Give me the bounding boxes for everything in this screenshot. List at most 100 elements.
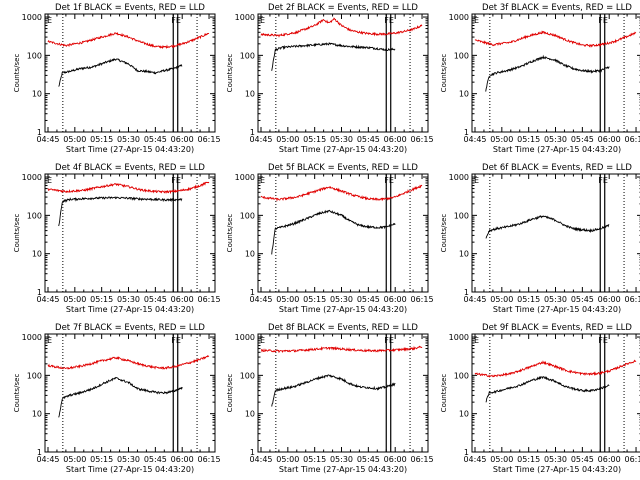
marker-label-e: E bbox=[474, 336, 479, 345]
x-tick-label: 06:15 bbox=[411, 295, 434, 304]
x-tick-label: 06:15 bbox=[625, 455, 640, 464]
y-tick-label: 1 bbox=[37, 288, 42, 297]
lld-series-line bbox=[47, 31, 210, 50]
marker-label-fe: FE bbox=[171, 176, 181, 185]
y-tick-label: 1 bbox=[250, 288, 255, 297]
y-tick-label: 10 bbox=[459, 90, 469, 99]
x-tick-label: 05:30 bbox=[117, 295, 140, 304]
x-tick-label: 05:15 bbox=[517, 295, 540, 304]
marker-label-e: E bbox=[47, 176, 52, 185]
events-series-line bbox=[58, 376, 183, 418]
y-tick-label: 10 bbox=[459, 410, 469, 419]
x-tick-label: 05:30 bbox=[330, 135, 353, 144]
y-tick-label: 1 bbox=[464, 128, 469, 137]
x-tick-label: 05:00 bbox=[490, 135, 513, 144]
events-series-line bbox=[271, 374, 396, 407]
x-tick-label: 05:45 bbox=[144, 455, 167, 464]
x-tick-label: 06:00 bbox=[384, 295, 407, 304]
lld-series-line bbox=[261, 345, 423, 354]
x-tick-label: 05:15 bbox=[303, 295, 326, 304]
x-tick-label: 06:00 bbox=[384, 135, 407, 144]
marker-label-e: E bbox=[47, 16, 52, 25]
events-series-line bbox=[58, 196, 183, 227]
x-tick-label: 06:00 bbox=[384, 455, 407, 464]
panel-det-2: Det 2f BLACK = Events, RED = LLD 1 10 100 10… bbox=[226, 3, 434, 154]
x-axis-label: Start Time (27-Apr-15 04:43:20) bbox=[493, 305, 621, 314]
y-axis-label: Counts/sec bbox=[226, 374, 234, 413]
y-tick-label: 10 bbox=[32, 410, 42, 419]
y-tick-label: 1 bbox=[464, 448, 469, 457]
y-axis-label: Counts/sec bbox=[226, 214, 234, 253]
panel-det-1: Det 1f BLACK = Events, RED = LLD 1 10 100 10… bbox=[13, 3, 221, 154]
x-tick-label: 05:30 bbox=[330, 295, 353, 304]
x-tick-label: 05:30 bbox=[117, 455, 140, 464]
marker-label-e: E bbox=[260, 16, 265, 25]
x-tick-label: 06:15 bbox=[198, 135, 221, 144]
x-tick-label: 06:00 bbox=[171, 455, 194, 464]
y-tick-label: 1000 bbox=[235, 333, 255, 342]
x-tick-label: 05:45 bbox=[571, 295, 594, 304]
y-tick-label: 100 bbox=[27, 211, 42, 220]
x-tick-label: 05:00 bbox=[63, 135, 86, 144]
x-axis-label: Start Time (27-Apr-15 04:43:20) bbox=[66, 465, 194, 474]
y-tick-label: 1 bbox=[250, 448, 255, 457]
y-tick-label: 100 bbox=[240, 51, 255, 60]
y-axis-label: Counts/sec bbox=[13, 54, 21, 93]
plot-frame bbox=[257, 173, 429, 293]
marker-label-fe: FE bbox=[598, 176, 608, 185]
marker-label-e: E bbox=[260, 176, 265, 185]
y-tick-label: 100 bbox=[454, 371, 469, 380]
x-tick-label: 05:45 bbox=[144, 135, 167, 144]
events-series-line bbox=[485, 215, 610, 239]
plot-frame bbox=[44, 333, 216, 453]
y-tick-label: 1000 bbox=[449, 333, 469, 342]
x-tick-label: 06:15 bbox=[198, 455, 221, 464]
x-tick-label: 06:15 bbox=[411, 135, 434, 144]
x-tick-label: 06:00 bbox=[598, 455, 621, 464]
x-tick-label: 05:15 bbox=[303, 455, 326, 464]
x-tick-label: 05:45 bbox=[357, 455, 380, 464]
x-tick-label: 05:15 bbox=[517, 455, 540, 464]
x-tick-label: 06:00 bbox=[598, 135, 621, 144]
y-tick-label: 100 bbox=[240, 211, 255, 220]
panel-det-7: Det 7f BLACK = Events, RED = LLD 1 10 100 10… bbox=[13, 323, 221, 474]
plot-frame bbox=[257, 333, 429, 453]
x-tick-label: 04:45 bbox=[463, 135, 486, 144]
marker-label-fe: FE bbox=[384, 336, 394, 345]
y-tick-label: 1000 bbox=[449, 173, 469, 182]
x-tick-label: 05:00 bbox=[276, 135, 299, 144]
x-tick-label: 04:45 bbox=[463, 455, 486, 464]
x-tick-label: 06:00 bbox=[171, 295, 194, 304]
panel-det-9: Det 9f BLACK = Events, RED = LLD 1 10 100 10… bbox=[440, 323, 640, 474]
x-tick-label: 04:45 bbox=[36, 455, 59, 464]
events-series-line bbox=[485, 54, 610, 92]
y-tick-label: 100 bbox=[27, 371, 42, 380]
plot-frame bbox=[471, 173, 640, 293]
y-tick-label: 1000 bbox=[235, 173, 255, 182]
x-tick-label: 05:30 bbox=[544, 135, 567, 144]
y-tick-label: 1 bbox=[464, 288, 469, 297]
x-tick-label: 05:00 bbox=[276, 295, 299, 304]
x-tick-label: 05:15 bbox=[303, 135, 326, 144]
x-tick-label: 06:15 bbox=[625, 295, 640, 304]
plot-frame bbox=[471, 13, 640, 133]
lld-series-line bbox=[474, 359, 637, 378]
x-axis-label: Start Time (27-Apr-15 04:43:20) bbox=[66, 145, 194, 154]
marker-label-fe: FE bbox=[384, 16, 394, 25]
y-tick-label: 1000 bbox=[235, 13, 255, 22]
y-tick-label: 10 bbox=[245, 90, 255, 99]
lld-series-line bbox=[260, 17, 423, 38]
panel-det-6: Det 6f BLACK = Events, RED = LLD 1 10 100 10… bbox=[440, 163, 640, 314]
panel-title: Det 5f BLACK = Events, RED = LLD bbox=[268, 163, 418, 173]
y-tick-label: 1 bbox=[250, 128, 255, 137]
lld-series-line bbox=[474, 30, 637, 48]
y-tick-label: 100 bbox=[454, 211, 469, 220]
x-tick-label: 05:00 bbox=[276, 455, 299, 464]
marker-label-fe: FE bbox=[171, 336, 181, 345]
plot-frame bbox=[44, 173, 216, 293]
panel-det-3: Det 3f BLACK = Events, RED = LLD 1 10 100 10… bbox=[440, 3, 640, 154]
x-tick-label: 05:30 bbox=[544, 295, 567, 304]
x-tick-label: 05:00 bbox=[63, 295, 86, 304]
x-tick-label: 05:15 bbox=[90, 455, 113, 464]
